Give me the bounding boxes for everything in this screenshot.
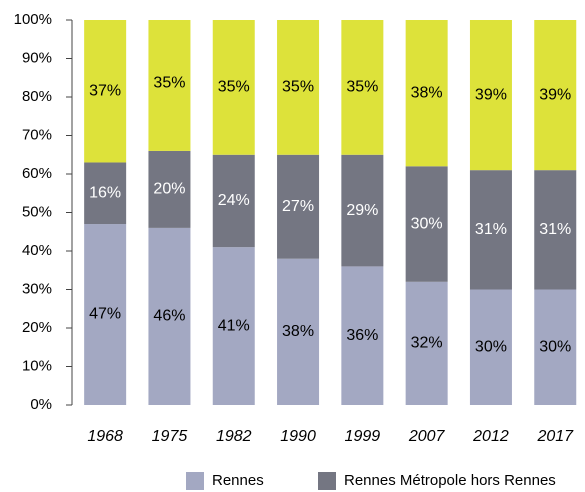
value-label: 35% — [282, 79, 314, 96]
bar-segment — [277, 154, 320, 259]
value-label: 16% — [89, 184, 121, 201]
y-tick-label: 60% — [22, 165, 52, 182]
bar-segment — [534, 170, 577, 290]
value-label: 30% — [475, 338, 507, 355]
x-tick-label: 2017 — [536, 428, 574, 445]
value-label: 35% — [218, 79, 250, 96]
value-label: 35% — [153, 75, 185, 92]
bar-segment — [469, 170, 512, 290]
legend-label: Rennes Métropole hors Rennes — [344, 472, 556, 489]
y-tick-label: 30% — [22, 280, 52, 297]
value-label: 39% — [475, 86, 507, 103]
bar-segment — [469, 20, 512, 171]
bar-segment — [212, 154, 255, 248]
bar-segment — [469, 289, 512, 405]
value-label: 32% — [411, 335, 443, 352]
value-label: 47% — [89, 306, 121, 323]
bar-segment — [148, 150, 191, 228]
bar-segment — [405, 281, 448, 405]
bar-segment — [405, 166, 448, 282]
bar-segment — [341, 266, 384, 405]
y-tick-label: 90% — [22, 49, 52, 66]
value-label: 20% — [153, 181, 185, 198]
value-label: 39% — [539, 86, 571, 103]
value-label: 38% — [282, 323, 314, 340]
value-label: 46% — [153, 308, 185, 325]
bar-segment — [341, 20, 384, 155]
y-tick-label: 70% — [22, 126, 52, 143]
bar-segment — [534, 20, 577, 171]
bar-segment — [84, 20, 127, 163]
y-tick-label: 100% — [14, 11, 52, 28]
bar-segment — [212, 247, 255, 405]
bar-segment — [84, 162, 127, 225]
value-label: 24% — [218, 192, 250, 209]
x-tick-label: 1982 — [216, 428, 252, 445]
x-tick-label: 2012 — [472, 428, 509, 445]
value-label: 37% — [89, 82, 121, 99]
y-tick-label: 40% — [22, 242, 52, 259]
x-tick-label: 1999 — [345, 428, 381, 445]
value-label: 29% — [346, 202, 378, 219]
y-tick-label: 20% — [22, 319, 52, 336]
value-label: 35% — [346, 79, 378, 96]
y-tick-label: 10% — [22, 357, 52, 374]
value-label: 30% — [539, 338, 571, 355]
value-label: 31% — [475, 221, 507, 238]
bar-segment — [148, 20, 191, 151]
y-tick-label: 80% — [22, 88, 52, 105]
y-tick-label: 50% — [22, 203, 52, 220]
bar-segment — [277, 20, 320, 155]
x-tick-label: 1968 — [87, 428, 123, 445]
bar-segment — [341, 154, 384, 267]
value-label: 38% — [411, 84, 443, 101]
legend-swatch — [318, 472, 336, 490]
bar-segment — [405, 20, 448, 167]
value-label: 27% — [282, 198, 314, 215]
x-tick-label: 1975 — [152, 428, 188, 445]
bar-segment — [84, 224, 127, 405]
legend-label: Rennes — [212, 472, 264, 489]
bar-segment — [148, 227, 191, 405]
value-label: 31% — [539, 221, 571, 238]
bar-segment — [277, 258, 320, 405]
bar-segment — [534, 289, 577, 405]
value-label: 41% — [218, 317, 250, 334]
value-label: 30% — [411, 215, 443, 232]
x-tick-label: 2007 — [408, 428, 446, 445]
plot-area — [84, 20, 577, 405]
value-label: 36% — [346, 327, 378, 344]
legend-swatch — [186, 472, 204, 490]
y-tick-label: 0% — [30, 396, 52, 413]
bar-segment — [212, 20, 255, 155]
x-tick-label: 1990 — [280, 428, 316, 445]
